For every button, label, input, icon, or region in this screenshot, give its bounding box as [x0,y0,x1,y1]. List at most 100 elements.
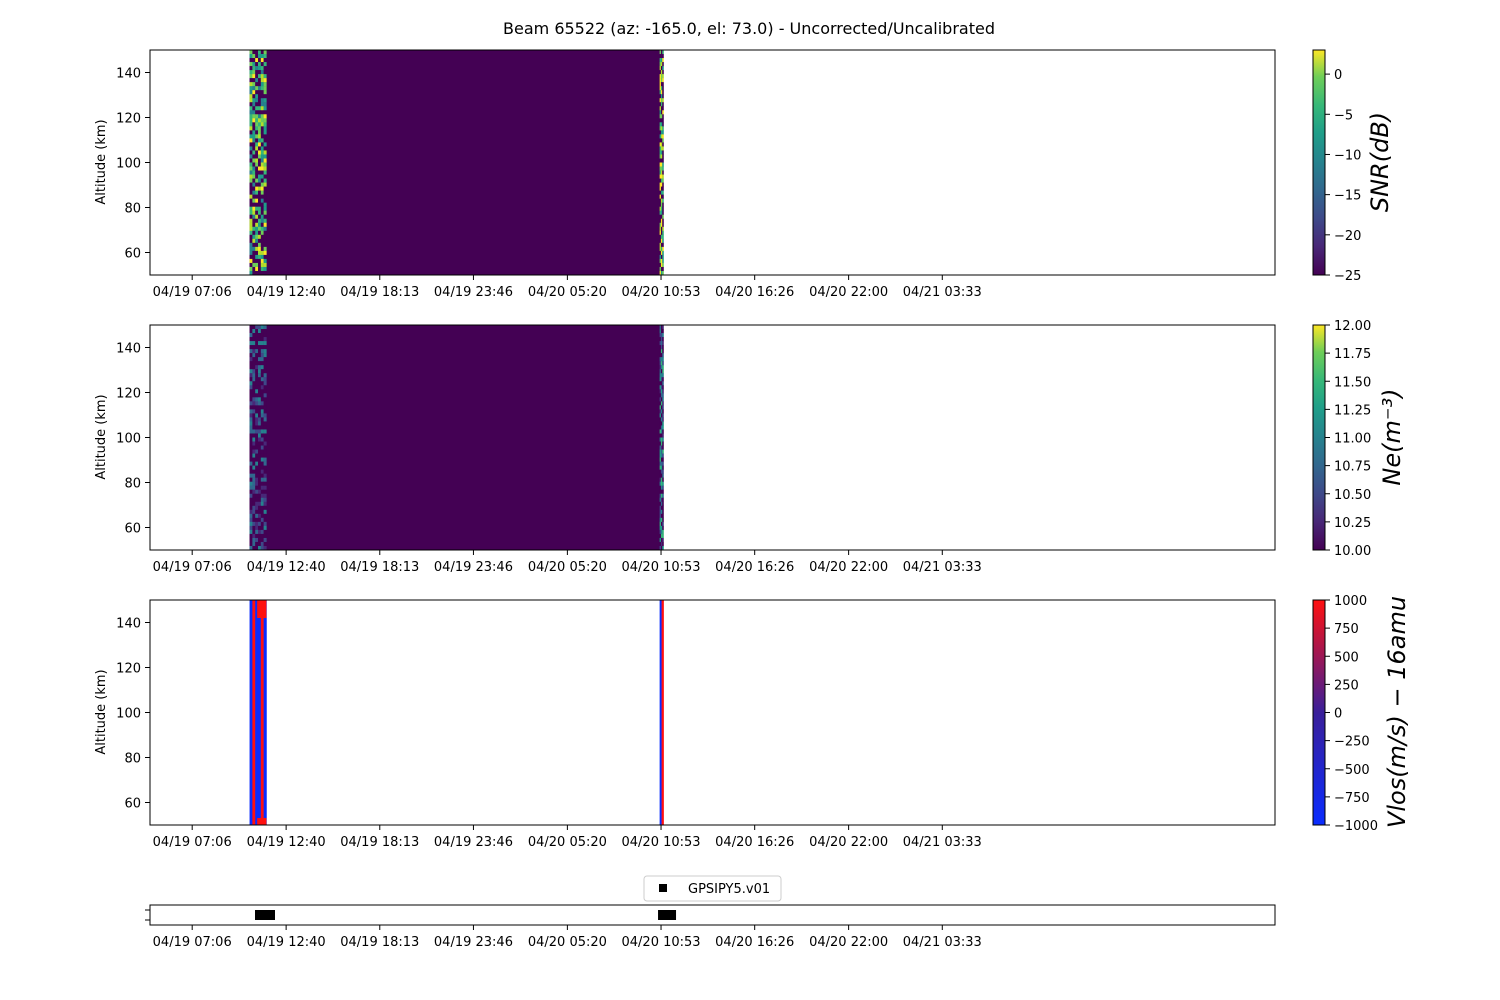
heatmap-cell [659,170,662,175]
heatmap-cell [660,473,663,478]
heatmap-cell [660,226,663,232]
heatmap-cell [260,529,264,535]
heatmap-cell [263,94,267,99]
heatmap-cell [660,142,663,147]
heatmap-cell [249,337,253,342]
heatmap-cell [260,206,264,211]
heatmap-cell [252,146,256,151]
heatmap-cell [659,150,662,155]
heatmap-cell [258,70,262,75]
x-tick-label: 04/20 16:26 [715,285,794,300]
y-tick-label: 120 [116,387,141,402]
heatmap-cell [263,525,267,531]
heatmap-cell [255,413,259,418]
x-tick-label: 04/19 23:46 [434,835,513,850]
heatmap-cell [252,521,256,527]
heatmap-cell [662,421,664,426]
heatmap-cell [659,198,662,203]
heatmap-cell [249,341,253,346]
heatmap-cell [660,397,663,402]
heatmap-cell [662,385,664,390]
heatmap-cell [252,98,256,103]
heatmap-cell [252,333,256,338]
colorbar-ticks: 0 −5 −10 −15 −20 −25 [1325,68,1361,284]
heatmap-cell [260,541,264,547]
heatmap-cell [260,118,264,123]
heatmap-cell [258,437,262,442]
heatmap-cell [249,122,253,127]
heatmap-cell [252,182,256,187]
heatmap-cell [659,361,662,366]
heatmap-cell [252,425,256,430]
colorbar-tick-label: 750 [1334,622,1359,637]
heatmap-cell [255,521,259,527]
heatmap-cell [252,270,256,276]
y-tick-label: 140 [116,617,141,632]
heatmap-cell [662,361,664,366]
colorbar-tick-label: 12.00 [1334,319,1371,334]
heatmap-cell [258,146,262,151]
heatmap-cell [660,337,663,342]
heatmap-cell [255,425,259,430]
heatmap-cell [249,385,253,390]
heatmap-cell [249,481,253,486]
heatmap-cell [258,441,262,446]
heatmap-cell [660,102,663,107]
heatmap-cell [260,469,264,474]
colorbar-tick-label: 250 [1334,678,1359,693]
heatmap-cell [255,493,259,498]
heatmap-cell [659,493,662,498]
heatmap-cell [252,170,256,175]
heatmap-cell [252,545,256,551]
heatmap-cell [249,349,253,354]
heatmap-cell [659,437,662,442]
heatmap-cell [255,134,259,139]
heatmap-cell [263,190,267,195]
x-tick-label: 04/20 22:00 [809,835,888,850]
heatmap-cell [660,393,663,398]
heatmap-cell [258,461,262,466]
heatmap-cell [263,206,267,211]
heatmap-cell [249,365,253,370]
heatmap-cell [659,266,662,272]
heatmap-cell [252,62,256,67]
heatmap-cell [258,206,262,211]
heatmap-cell [252,485,256,490]
heatmap-cell [260,190,264,195]
heatmap-cell [255,214,259,219]
heatmap-cell [255,218,259,223]
heatmap-cell [255,90,259,95]
heatmap-cell [255,457,259,462]
heatmap-cell [249,126,253,131]
heatmap-cell [659,600,662,825]
heatmap-cell [252,489,256,494]
colorbar-tick-label: −10 [1334,148,1361,163]
heatmap-cell [263,425,267,430]
heatmap-cell [249,473,253,478]
heatmap-cell [260,353,264,358]
heatmap-cell [662,461,664,466]
heatmap-cell [258,234,262,240]
heatmap-cell [660,453,663,458]
heatmap-cell [255,266,259,272]
heatmap-cell [255,481,259,486]
heatmap-cell [660,449,663,454]
heatmap-cell [260,405,264,410]
heatmap-cell [249,449,253,454]
heatmap-cell [249,186,253,191]
heatmap-cell [263,429,267,434]
heatmap-cell [263,465,267,470]
heatmap-cell [255,465,259,470]
heatmap-cell [263,461,267,466]
heatmap-cell [252,74,256,79]
heatmap-cell [660,445,663,450]
heatmap-cell [263,389,267,394]
heatmap-cell [252,337,256,342]
heatmap-cell [260,325,264,330]
heatmap-cell [662,513,664,519]
heatmap-cell [660,465,663,470]
heatmap-cell [252,190,256,195]
heatmap-cell [252,250,256,256]
heatmap-cell [260,509,264,515]
heatmap-cell [662,413,664,418]
